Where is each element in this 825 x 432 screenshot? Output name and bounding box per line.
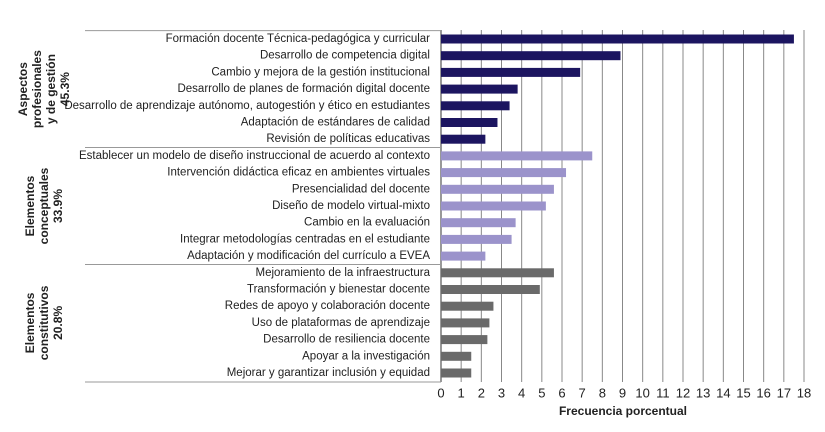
x-tick-label: 17: [777, 385, 791, 400]
x-tick-label: 8: [599, 385, 606, 400]
group-label: 20.8%: [51, 306, 65, 340]
bar: [441, 351, 472, 361]
bar: [441, 84, 518, 94]
x-tick-label: 2: [478, 385, 485, 400]
x-tick-label: 1: [458, 385, 465, 400]
group-label: conceptuales: [37, 167, 51, 244]
group-label: Elementos: [23, 175, 37, 236]
x-tick-label: 11: [656, 385, 670, 400]
x-tick-label: 3: [498, 385, 505, 400]
category-label: Desarrollo de resiliencia docente: [263, 334, 430, 346]
bar: [441, 268, 554, 278]
category-label: Revisión de políticas educativas: [266, 133, 430, 145]
bar: [441, 151, 593, 161]
bar: [441, 285, 540, 294]
category-label: Desarrollo de planes de formación digita…: [177, 83, 430, 95]
category-label: Formación docente Técnica-pedagógica y c…: [166, 33, 431, 45]
bar: [441, 301, 494, 311]
x-tick-label: 0: [437, 385, 444, 400]
category-label: Apoyar a la investigación: [302, 350, 430, 362]
category-label: Cambio en la evaluación: [304, 217, 430, 229]
category-label: Redes de apoyo y colaboración docente: [225, 300, 430, 312]
bar: [441, 251, 486, 261]
category-label: Adaptación y modificación del currículo …: [187, 250, 430, 262]
x-tick-label: 4: [518, 385, 525, 400]
bar: [441, 368, 472, 378]
category-label: Transformación y bienestar docente: [247, 284, 430, 296]
x-tick-label: 7: [579, 385, 586, 400]
group-label: Elementos: [23, 292, 37, 353]
x-axis-label: Frecuencia porcentual: [559, 404, 687, 418]
x-tick-label: 5: [538, 385, 545, 400]
category-label: Desarrollo de competencia digital: [260, 50, 430, 62]
bar: [441, 168, 567, 178]
group-label: constitutivos: [37, 285, 51, 360]
bar: [441, 118, 498, 127]
bar: [441, 318, 490, 328]
x-tick-label: 18: [797, 385, 811, 400]
x-tick-label: 9: [619, 385, 626, 400]
category-label: Establecer un modelo de diseño instrucci…: [79, 150, 430, 162]
x-tick-label: 10: [635, 385, 649, 400]
group-label: 33.9%: [51, 189, 65, 223]
category-label: Diseño de modelo virtual-mixto: [272, 200, 430, 212]
category-label: Cambio y mejora de la gestión institucio…: [211, 66, 430, 78]
category-label: Desarrollo de aprendizaje autónomo, auto…: [64, 100, 430, 112]
category-label: Mejoramiento de la infraestructura: [256, 267, 431, 279]
x-tick-label: 12: [676, 385, 690, 400]
category-label: Uso de plataformas de aprendizaje: [252, 317, 430, 329]
bar: [441, 51, 621, 61]
bar: [441, 101, 510, 111]
bar: [441, 335, 488, 345]
group-label: profesionales: [30, 50, 44, 128]
category-label: Presencialidad del docente: [292, 183, 430, 195]
x-tick-label: 15: [736, 385, 750, 400]
x-tick-label: 6: [558, 385, 565, 400]
group-label: Aspectos: [16, 62, 30, 116]
bar: [441, 134, 486, 144]
bar: [441, 234, 512, 244]
category-label: Intervención didáctica eficaz en ambient…: [167, 167, 430, 179]
x-tick-label: 16: [756, 385, 770, 400]
group-label: 45.3%: [58, 72, 72, 106]
bar: [441, 184, 554, 194]
bar: [441, 67, 581, 77]
category-label: Mejorar y garantizar inclusión y equidad: [227, 367, 430, 379]
x-tick-label: 13: [696, 385, 710, 400]
group-label: y de gestión: [44, 54, 58, 124]
category-label: Integrar metodologías centradas en el es…: [180, 233, 430, 245]
bar: [441, 201, 546, 211]
bar: [441, 34, 794, 44]
category-label: Adaptación de estándares de calidad: [241, 117, 430, 129]
bar: [441, 218, 516, 228]
x-tick-label: 14: [716, 385, 730, 400]
